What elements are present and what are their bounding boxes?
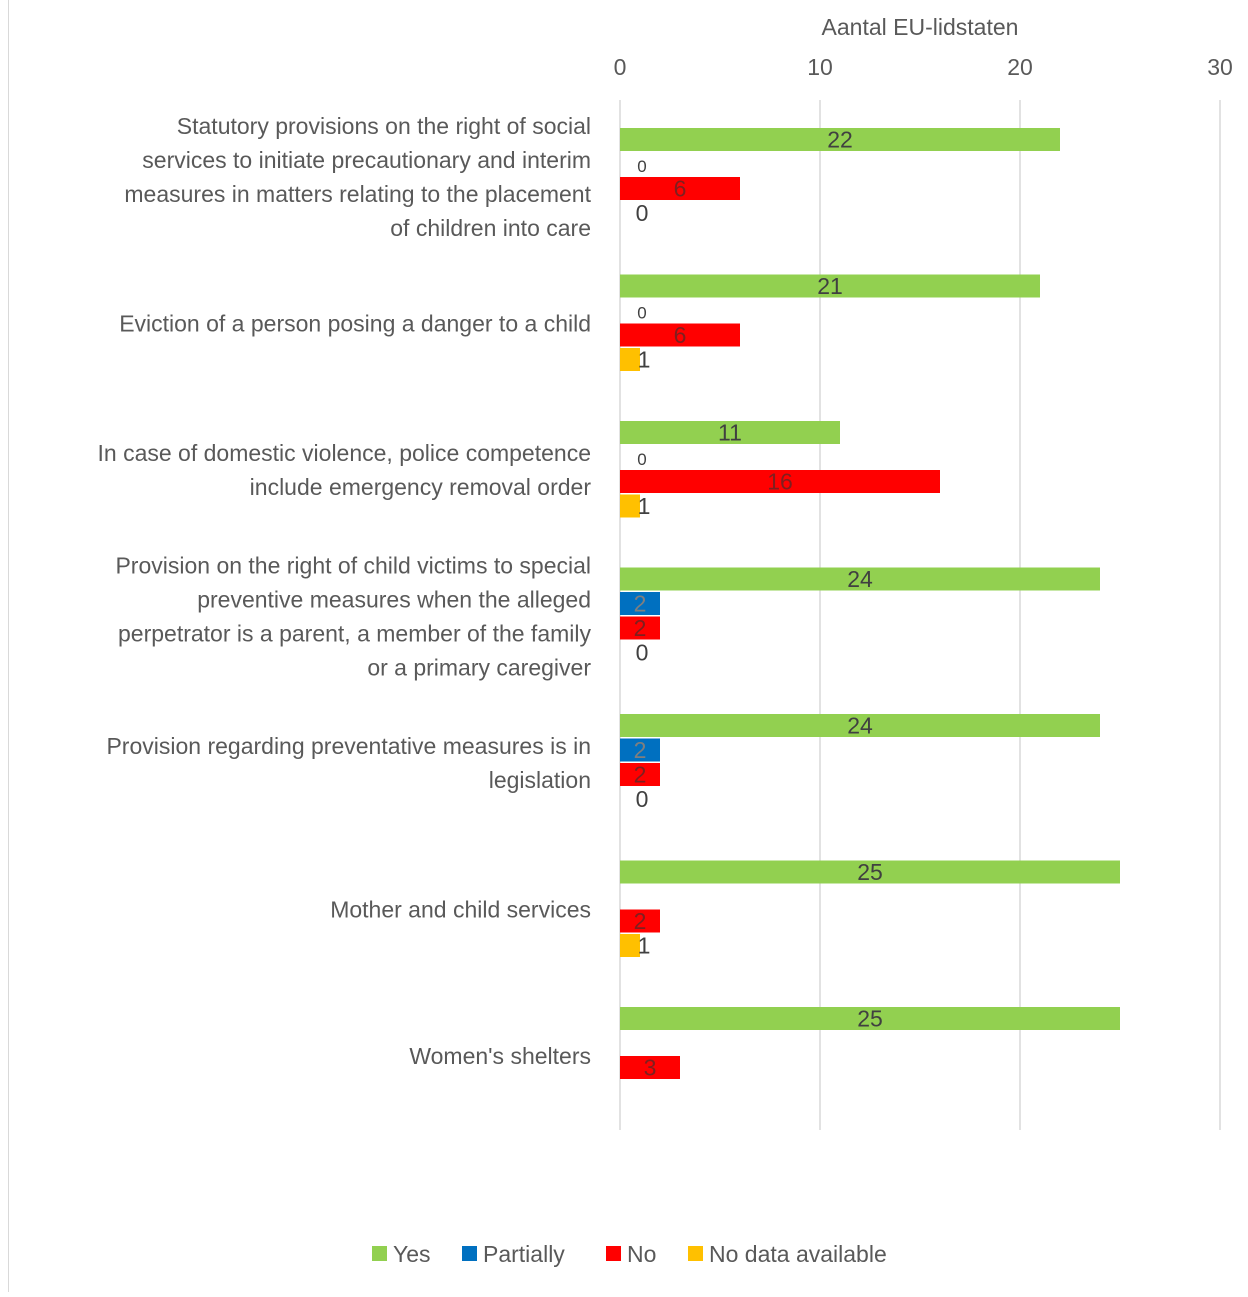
data-label: 0 <box>636 200 649 226</box>
data-label: 0 <box>636 786 649 812</box>
legend-item: No data available <box>688 1241 887 1267</box>
legend-swatch <box>606 1246 621 1261</box>
gridlines <box>619 100 1221 1130</box>
category-label: Eviction of a person posing a danger to … <box>119 311 591 337</box>
data-label: 0 <box>636 640 649 666</box>
data-label: 2 <box>634 908 647 934</box>
legend-swatch <box>688 1246 703 1261</box>
data-label: 11 <box>718 420 742 446</box>
data-label: 0 <box>637 304 646 323</box>
bar-partially <box>620 738 660 762</box>
bar-no <box>620 323 740 347</box>
x-tick-label: 20 <box>1007 54 1033 80</box>
data-label: 2 <box>634 615 647 641</box>
x-axis-title: Aantal EU-lidstaten <box>822 14 1019 40</box>
legend-swatch <box>372 1246 387 1261</box>
bar-no-data-available <box>620 348 640 371</box>
category-label: In case of domestic violence, police com… <box>98 440 592 500</box>
data-label: 6 <box>674 322 687 348</box>
bar-yes <box>620 1007 1120 1030</box>
bar-yes <box>620 860 1120 884</box>
bar-yes <box>620 714 1100 737</box>
legend-label: No <box>627 1241 656 1267</box>
category-label: Women's shelters <box>409 1043 591 1069</box>
legend-label: No data available <box>709 1241 887 1267</box>
bar-partially <box>620 592 660 615</box>
data-label: 0 <box>637 157 646 176</box>
data-label: 24 <box>847 713 873 739</box>
bar-no <box>620 177 740 200</box>
bar-no-data-available <box>620 934 640 957</box>
x-tick-label: 10 <box>807 54 833 80</box>
category-label: Provision regarding preventative measure… <box>106 733 591 793</box>
bar-yes <box>620 421 840 444</box>
category-label: Statutory provisions on the right of soc… <box>124 113 591 241</box>
bars <box>620 128 1120 1079</box>
data-label: 25 <box>857 859 883 885</box>
data-label: 3 <box>644 1055 657 1081</box>
x-tick-label: 0 <box>614 54 627 80</box>
bar-no <box>620 763 660 786</box>
category-labels: Statutory provisions on the right of soc… <box>98 113 592 1069</box>
data-label: 2 <box>634 762 647 788</box>
legend-item: Partially <box>462 1241 565 1267</box>
legend-label: Yes <box>393 1241 431 1267</box>
category-label: Provision on the right of child victims … <box>115 553 591 681</box>
bar-yes <box>620 567 1100 591</box>
frame-border <box>8 0 9 1292</box>
data-label: 25 <box>857 1006 883 1032</box>
bar-no <box>620 616 660 640</box>
data-label: 22 <box>827 127 853 153</box>
bar-no-data-available <box>620 494 640 518</box>
legend-item: Yes <box>372 1241 431 1267</box>
category-label: Mother and child services <box>330 897 591 923</box>
x-tick-label: 30 <box>1207 54 1233 80</box>
legend-swatch <box>462 1246 477 1261</box>
data-label: 2 <box>634 591 647 617</box>
bar-no <box>620 1056 680 1079</box>
data-label: 16 <box>767 469 793 495</box>
data-label: 2 <box>634 737 647 763</box>
data-label: 21 <box>817 273 843 299</box>
legend-item: No <box>606 1241 656 1267</box>
data-label: 1 <box>638 493 651 519</box>
legend-label: Partially <box>483 1241 565 1267</box>
bar-no <box>620 909 660 933</box>
bar-yes <box>620 274 1040 298</box>
legend: Yes Partially No No data available <box>372 1241 887 1267</box>
data-label: 1 <box>638 347 651 373</box>
data-label: 6 <box>674 176 687 202</box>
data-label: 24 <box>847 566 873 592</box>
x-axis: Aantal EU-lidstaten 0 10 20 30 <box>614 14 1233 80</box>
data-label: 1 <box>638 933 651 959</box>
bar-yes <box>620 128 1060 151</box>
data-label: 0 <box>637 450 646 469</box>
bar-no <box>620 470 940 493</box>
